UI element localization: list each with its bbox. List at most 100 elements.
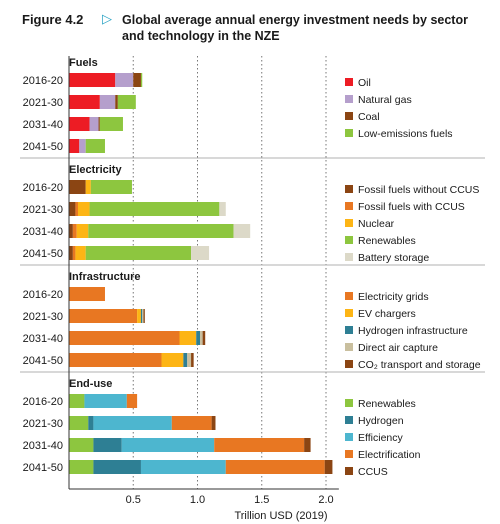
category-label-2-2: 2031-40 [23, 333, 63, 345]
bar-1-3-0 [69, 246, 73, 260]
figure-label: Figure 4.2 [22, 12, 84, 27]
legend-label-3-0: Renewables [358, 398, 416, 410]
category-label-2-3: 2041-50 [23, 355, 63, 367]
legend-label-1-4: Battery storage [358, 252, 429, 264]
legend-label-2-3: Direct air capture [358, 342, 438, 354]
legend-label-0-0: Oil [358, 77, 371, 89]
x-axis-label: Trillion USD (2019) [234, 510, 327, 522]
bar-2-3-4 [191, 353, 194, 367]
legend-label-2-2: Hydrogen infrastructure [358, 325, 468, 337]
bar-1-1-2 [77, 202, 90, 216]
bar-0-1-0 [69, 95, 100, 109]
bar-2-2-2 [196, 331, 201, 345]
bar-3-0-3 [126, 394, 138, 408]
bar-3-0-2 [84, 394, 127, 408]
bar-1-0-0 [69, 180, 86, 194]
legend-label-2-0: Electricity grids [358, 291, 429, 303]
figure-arrow-icon: ▷ [102, 11, 112, 26]
bar-1-3-2 [75, 246, 86, 260]
bar-2-1-3 [142, 309, 144, 323]
legend-swatch-3-3 [345, 450, 353, 458]
panel-title-1: Electricity [69, 164, 122, 176]
legend-label-3-2: Efficiency [358, 432, 403, 444]
panel-title-2: Infrastructure [69, 271, 141, 283]
bar-0-0-2 [133, 73, 141, 87]
bar-0-1-1 [99, 95, 116, 109]
bar-0-1-2 [115, 95, 118, 109]
legend-swatch-0-3 [345, 129, 353, 137]
bar-0-0-0 [69, 73, 116, 87]
bar-0-2-1 [89, 117, 99, 131]
legend-label-3-1: Hydrogen [358, 415, 404, 427]
bar-1-1-0 [69, 202, 76, 216]
bar-2-3-2 [183, 353, 188, 367]
bar-2-1-1 [137, 309, 141, 323]
bar-3-3-1 [93, 460, 141, 474]
bar-2-3-1 [161, 353, 184, 367]
category-label-1-1: 2021-30 [23, 204, 63, 216]
legend-swatch-2-1 [345, 309, 353, 317]
legend-swatch-1-2 [345, 219, 353, 227]
bar-3-0-0 [69, 394, 85, 408]
x-tick-label-3: 2.0 [318, 494, 333, 506]
bar-0-1-3 [117, 95, 136, 109]
category-label-3-2: 2031-40 [23, 440, 63, 452]
bar-1-2-3 [88, 224, 234, 238]
bar-3-3-2 [140, 460, 226, 474]
bar-3-3-3 [225, 460, 325, 474]
bar-1-1-3 [89, 202, 220, 216]
legend-swatch-2-2 [345, 326, 353, 334]
bar-2-2-4 [202, 331, 206, 345]
bar-2-2-0 [69, 331, 180, 345]
bar-2-2-1 [179, 331, 197, 345]
figure-header: Figure 4.2 ▷ Global average annual energ… [22, 10, 492, 50]
bar-3-1-1 [88, 416, 94, 430]
legend-swatch-0-2 [345, 112, 353, 120]
bar-0-3-1 [79, 139, 86, 153]
legend-swatch-2-4 [345, 360, 353, 368]
category-label-3-3: 2041-50 [23, 462, 63, 474]
bar-3-2-4 [304, 438, 311, 452]
category-label-0-3: 2041-50 [23, 141, 63, 153]
bar-1-3-1 [72, 246, 76, 260]
category-label-1-2: 2031-40 [23, 226, 63, 238]
bar-1-1-4 [219, 202, 226, 216]
legend-label-0-1: Natural gas [358, 94, 412, 106]
legend-swatch-0-0 [345, 78, 353, 86]
legend-swatch-3-0 [345, 399, 353, 407]
legend-label-1-1: Fossil fuels with CCUS [358, 201, 465, 213]
legend-label-2-1: EV chargers [358, 308, 416, 320]
legend-swatch-0-1 [345, 95, 353, 103]
bar-3-1-0 [69, 416, 89, 430]
category-label-1-0: 2016-20 [23, 182, 63, 194]
figure-title: Global average annual energy investment … [122, 13, 468, 43]
category-label-0-1: 2021-30 [23, 97, 63, 109]
category-label-0-0: 2016-20 [23, 75, 63, 87]
bar-1-3-4 [191, 246, 210, 260]
legend-label-1-3: Renewables [358, 235, 416, 247]
legend-label-3-3: Electrification [358, 449, 421, 461]
bar-0-3-3 [85, 139, 105, 153]
legend-label-1-2: Nuclear [358, 218, 395, 230]
bar-2-2-3 [200, 331, 203, 345]
bar-3-3-0 [69, 460, 94, 474]
bar-0-2-2 [98, 117, 100, 131]
bar-0-2-3 [99, 117, 123, 131]
bar-1-1-1 [75, 202, 78, 216]
category-label-1-3: 2041-50 [23, 248, 63, 260]
bar-3-2-3 [214, 438, 305, 452]
bar-3-2-2 [121, 438, 215, 452]
bar-2-1-0 [69, 309, 138, 323]
bar-2-1-4 [143, 309, 145, 323]
bar-3-2-1 [93, 438, 122, 452]
legend-swatch-3-4 [345, 467, 353, 475]
category-label-2-1: 2021-30 [23, 311, 63, 323]
bar-2-0-0 [69, 287, 105, 301]
category-label-0-2: 2031-40 [23, 119, 63, 131]
bar-0-2-0 [69, 117, 90, 131]
bar-1-3-3 [85, 246, 192, 260]
legend-swatch-3-1 [345, 416, 353, 424]
legend-swatch-1-0 [345, 185, 353, 193]
bar-2-3-3 [187, 353, 192, 367]
panel-title-3: End-use [69, 378, 112, 390]
